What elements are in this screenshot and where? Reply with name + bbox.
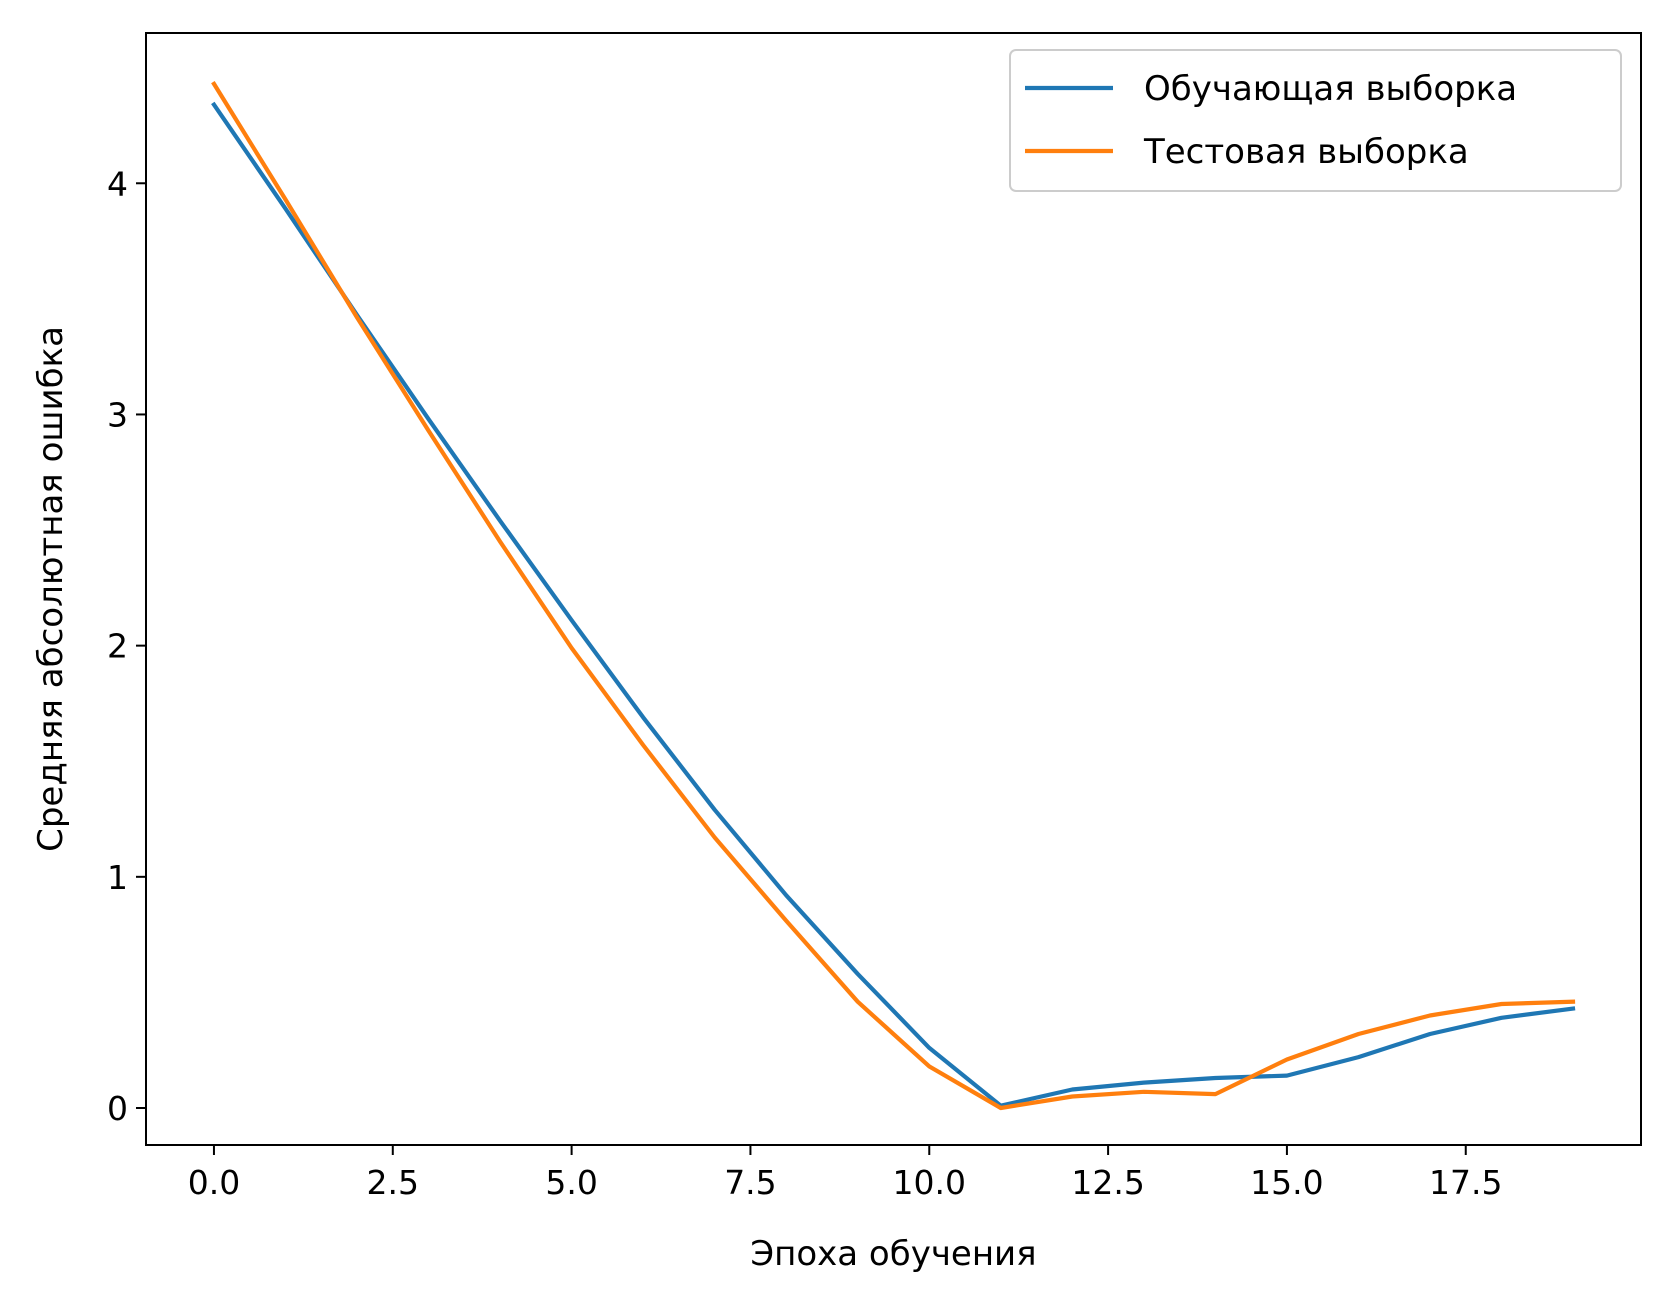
x-tick-label: 5.0 (545, 1163, 597, 1202)
axes-frame (145, 32, 1642, 1146)
x-tick-label: 10.0 (893, 1163, 966, 1202)
y-tick-label: 1 (107, 858, 128, 897)
x-axis-label: Эпоха обучения (750, 1234, 1036, 1274)
x-tick-label: 15.0 (1250, 1163, 1323, 1202)
series-line-1 (211, 101, 1576, 1108)
x-tick-label: 2.5 (367, 1163, 419, 1202)
legend-label-1: Обучающая выборка (1144, 69, 1517, 109)
axes: 0.0 2.5 5.0 7.5 10.0 12.5 15.0 17.5 0 1 2 3 4 Эпоха о… (31, 32, 1642, 1274)
legend-box (1009, 49, 1622, 192)
plot-area (211, 81, 1576, 1111)
x-tick-label: 7.5 (724, 1163, 776, 1202)
y-tick-label: 4 (107, 164, 128, 203)
legend-label-2: Тестовая выборка (1143, 132, 1469, 172)
y-tick-label: 3 (107, 395, 128, 434)
legend: Обучающая выборка Тестовая выборка (1009, 49, 1622, 192)
y-tick-label: 2 (107, 627, 128, 666)
x-tick-label: 12.5 (1071, 1163, 1144, 1202)
x-tick-label: 17.5 (1429, 1163, 1502, 1202)
series-line-2 (211, 81, 1576, 1111)
y-axis-label: Средняя абсолютная ошибка (31, 326, 71, 852)
y-tick-label: 0 (107, 1089, 128, 1128)
x-tick-label: 0.0 (188, 1163, 240, 1202)
